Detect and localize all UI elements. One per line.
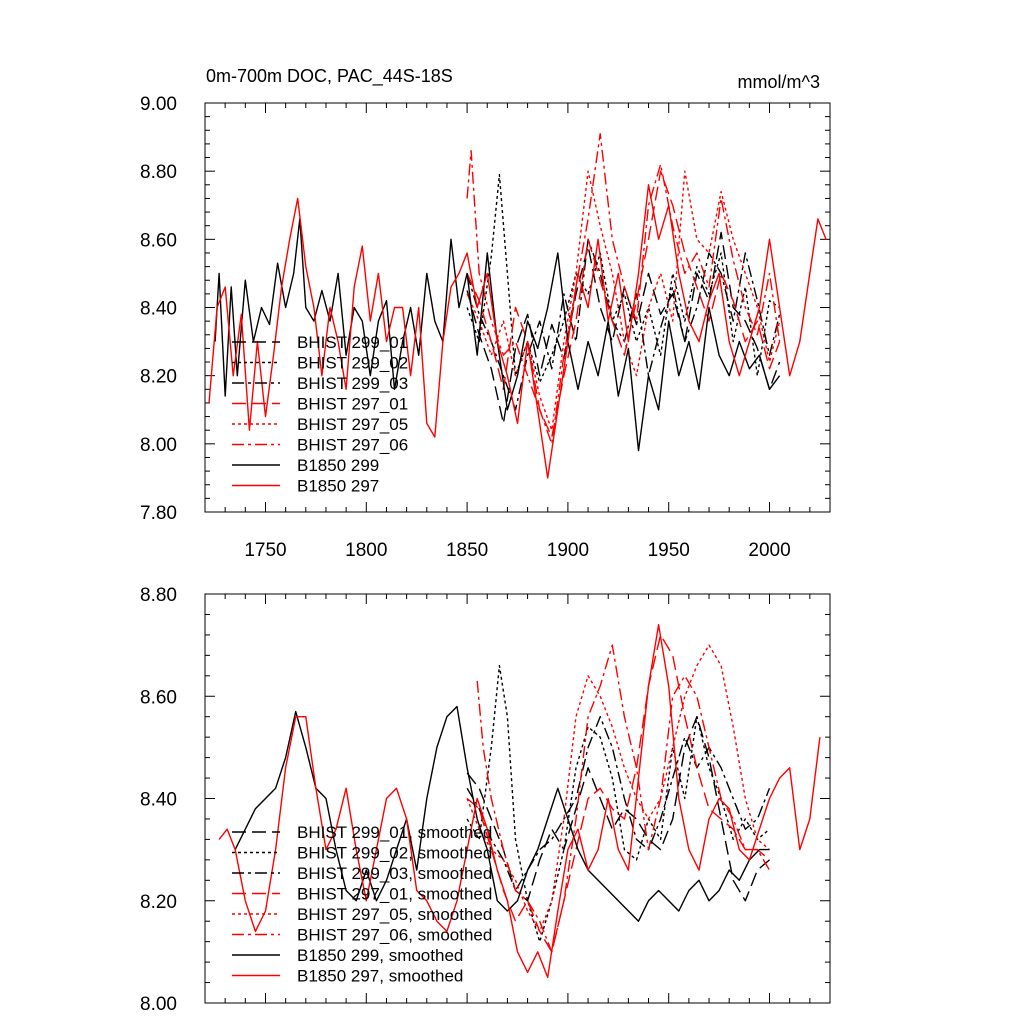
- series-line-bhist-299-03: [466, 238, 781, 411]
- bottom-y-axis-labels: 8.00 8.20 8.40 8.60 8.80: [140, 585, 177, 1015]
- legend-entry-label: BHIST 297_06, smoothed: [297, 926, 492, 945]
- legend-entry-label: BHIST 299_03, smoothed: [297, 864, 492, 883]
- top-x-axis-labels: 1750 1800 1850 1900 1950 2000: [244, 540, 790, 561]
- bottom-panel: 8.00 8.20 8.40 8.60 8.80 BHIST 299_01, smoot…: [140, 585, 831, 1015]
- series-line-bhist-297-01: [466, 170, 781, 438]
- top-y-tick-label: 8.20: [140, 367, 177, 388]
- bottom-y-tick-label: 8.60: [140, 687, 177, 708]
- top-plot-frame: [204, 102, 831, 513]
- legend-entry-label: BHIST 297_06: [297, 436, 408, 455]
- top-x-tick-label: 2000: [748, 540, 790, 561]
- top-chart-title: 0m-700m DOC, PAC_44S-18S: [206, 66, 453, 87]
- series-line-b1850-299-smoothed: [234, 705, 770, 922]
- bottom-y-tick-label: 8.40: [140, 790, 177, 811]
- top-plot-lines: [208, 133, 827, 479]
- top-y-axis-labels: 7.80 8.00 8.20 8.40 8.60 8.80 9.00: [140, 94, 177, 524]
- series-line-bhist-297-06: [466, 133, 781, 445]
- legend-entry-label: B1850 299: [297, 456, 379, 475]
- series-line-bhist-297-06-smoothed: [476, 644, 771, 953]
- legend-entry-label: BHIST 297_01, smoothed: [297, 885, 492, 904]
- series-line-bhist-299-02: [466, 173, 780, 384]
- series-line-b1850-299: [214, 218, 781, 452]
- bottom-y-tick-label: 8.20: [140, 892, 177, 913]
- series-line-b1850-297-smoothed: [218, 624, 821, 979]
- top-x-tick-label: 1900: [547, 540, 589, 561]
- bottom-y-tick-label: 8.80: [140, 585, 177, 606]
- legend-entry-label: BHIST 299_02: [297, 354, 408, 373]
- series-line-b1850-297: [208, 184, 827, 479]
- legend-entry-label: BHIST 299_01, smoothed: [297, 823, 492, 842]
- legend-entry-label: B1850 299, smoothed: [297, 946, 463, 965]
- legend-entry-label: BHIST 299_03: [297, 374, 408, 393]
- top-y-tick-label: 9.00: [140, 94, 177, 115]
- legend-entry-label: BHIST 297_05, smoothed: [297, 905, 492, 924]
- top-x-tick-label: 1950: [648, 540, 690, 561]
- bottom-plot-frame: [204, 593, 831, 1004]
- series-line-bhist-297-01-smoothed: [466, 634, 770, 953]
- top-y-tick-label: 8.60: [140, 230, 177, 251]
- legend-entry-label: B1850 297: [297, 477, 379, 496]
- series-line-bhist-299-02-smoothed: [466, 664, 770, 943]
- top-y-tick-label: 8.40: [140, 299, 177, 320]
- top-y-tick-label: 8.00: [140, 435, 177, 456]
- legend-entry-label: B1850 297, smoothed: [297, 967, 463, 986]
- legend-entry-label: BHIST 299_01: [297, 333, 408, 352]
- top-y-tick-label: 8.80: [140, 162, 177, 183]
- bottom-plot-lines: [218, 624, 821, 979]
- top-x-tick-label: 1800: [345, 540, 387, 561]
- series-line-bhist-299-01: [466, 231, 781, 425]
- top-x-tick-label: 1750: [244, 540, 286, 561]
- legend-entry-label: BHIST 297_01: [297, 395, 408, 414]
- legend-entry-label: BHIST 297_05: [297, 415, 408, 434]
- bottom-legend: BHIST 299_01, smoothed BHIST 299_02, smoo…: [232, 823, 492, 986]
- top-panel: 0m-700m DOC, PAC_44S-18S mmol/m^3 7.80 8.…: [140, 66, 831, 561]
- bottom-axis-ticks: [204, 593, 831, 1004]
- top-chart-units: mmol/m^3: [738, 72, 820, 92]
- bottom-y-tick-label: 8.00: [140, 994, 177, 1015]
- top-y-tick-label: 7.80: [140, 503, 177, 524]
- legend-entry-label: BHIST 299_02, smoothed: [297, 844, 492, 863]
- top-x-tick-label: 1850: [446, 540, 488, 561]
- series-line-bhist-297-05-smoothed: [466, 644, 770, 933]
